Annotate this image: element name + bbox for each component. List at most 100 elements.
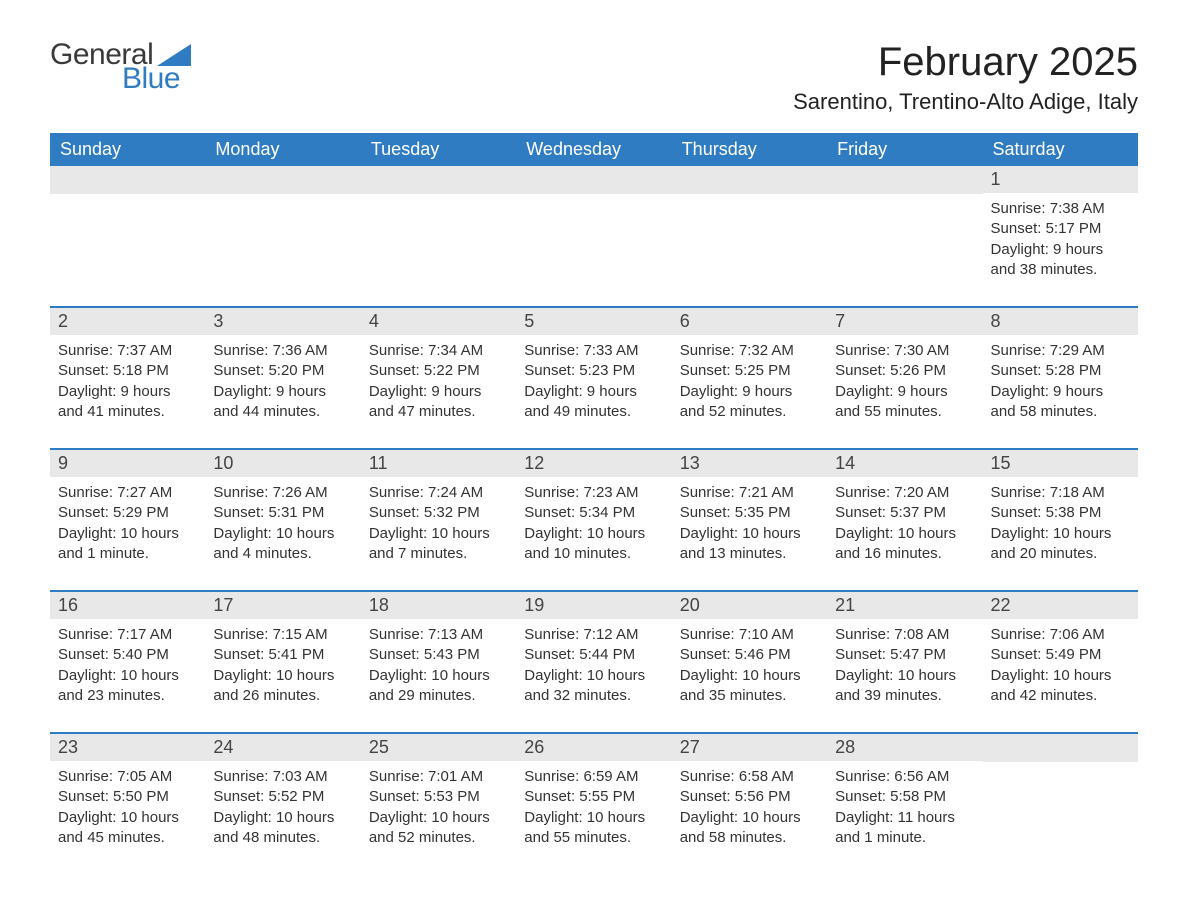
- daylight-text: Daylight: 10 hours and 42 minutes.: [991, 666, 1130, 707]
- day-number-bar: 16: [50, 592, 205, 619]
- day-body: Sunrise: 7:08 AMSunset: 5:47 PMDaylight:…: [827, 619, 982, 712]
- sunset-text: Sunset: 5:41 PM: [213, 645, 352, 665]
- sunrise-text: Sunrise: 7:34 AM: [369, 341, 508, 361]
- day-cell: 10Sunrise: 7:26 AMSunset: 5:31 PMDayligh…: [205, 450, 360, 570]
- sunrise-text: Sunrise: 7:15 AM: [213, 625, 352, 645]
- day-body: Sunrise: 7:34 AMSunset: 5:22 PMDaylight:…: [361, 335, 516, 428]
- day-number-bar: 20: [672, 592, 827, 619]
- day-cell: 18Sunrise: 7:13 AMSunset: 5:43 PMDayligh…: [361, 592, 516, 712]
- day-cell: 23Sunrise: 7:05 AMSunset: 5:50 PMDayligh…: [50, 734, 205, 854]
- page-header: General Blue February 2025 Sarentino, Tr…: [50, 40, 1138, 115]
- sunset-text: Sunset: 5:25 PM: [680, 361, 819, 381]
- daylight-text: Daylight: 10 hours and 16 minutes.: [835, 524, 974, 565]
- day-number: 21: [835, 595, 855, 615]
- sunrise-text: Sunrise: 7:18 AM: [991, 483, 1130, 503]
- day-cell: 12Sunrise: 7:23 AMSunset: 5:34 PMDayligh…: [516, 450, 671, 570]
- sunset-text: Sunset: 5:49 PM: [991, 645, 1130, 665]
- day-cell: 17Sunrise: 7:15 AMSunset: 5:41 PMDayligh…: [205, 592, 360, 712]
- day-cell: [983, 734, 1138, 854]
- day-body: [516, 194, 671, 274]
- day-body: Sunrise: 7:18 AMSunset: 5:38 PMDaylight:…: [983, 477, 1138, 570]
- day-number: 17: [213, 595, 233, 615]
- weekday-header: Thursday: [672, 133, 827, 166]
- sunset-text: Sunset: 5:29 PM: [58, 503, 197, 523]
- day-cell: 1Sunrise: 7:38 AMSunset: 5:17 PMDaylight…: [983, 166, 1138, 286]
- brand-logo: General Blue: [50, 40, 191, 94]
- sunrise-text: Sunrise: 7:12 AM: [524, 625, 663, 645]
- day-number-bar: 17: [205, 592, 360, 619]
- day-number-bar: 23: [50, 734, 205, 761]
- day-body: Sunrise: 7:01 AMSunset: 5:53 PMDaylight:…: [361, 761, 516, 854]
- daylight-text: Daylight: 10 hours and 7 minutes.: [369, 524, 508, 565]
- calendar: SundayMondayTuesdayWednesdayThursdayFrid…: [50, 133, 1138, 854]
- location-subtitle: Sarentino, Trentino-Alto Adige, Italy: [793, 89, 1138, 115]
- daylight-text: Daylight: 10 hours and 45 minutes.: [58, 808, 197, 849]
- day-number-bar: 8: [983, 308, 1138, 335]
- day-cell: 7Sunrise: 7:30 AMSunset: 5:26 PMDaylight…: [827, 308, 982, 428]
- day-cell: 11Sunrise: 7:24 AMSunset: 5:32 PMDayligh…: [361, 450, 516, 570]
- daylight-text: Daylight: 10 hours and 10 minutes.: [524, 524, 663, 565]
- day-cell: [516, 166, 671, 286]
- weekday-header: Tuesday: [361, 133, 516, 166]
- day-number: 20: [680, 595, 700, 615]
- day-number-bar: 9: [50, 450, 205, 477]
- day-body: Sunrise: 7:27 AMSunset: 5:29 PMDaylight:…: [50, 477, 205, 570]
- day-number: 18: [369, 595, 389, 615]
- day-number: 5: [524, 311, 534, 331]
- day-number-bar: 5: [516, 308, 671, 335]
- week-row: 2Sunrise: 7:37 AMSunset: 5:18 PMDaylight…: [50, 306, 1138, 428]
- sunset-text: Sunset: 5:18 PM: [58, 361, 197, 381]
- sunset-text: Sunset: 5:20 PM: [213, 361, 352, 381]
- daylight-text: Daylight: 9 hours and 49 minutes.: [524, 382, 663, 423]
- sunrise-text: Sunrise: 7:20 AM: [835, 483, 974, 503]
- day-number-bar: 18: [361, 592, 516, 619]
- day-number-bar: 14: [827, 450, 982, 477]
- day-cell: [827, 166, 982, 286]
- day-cell: 22Sunrise: 7:06 AMSunset: 5:49 PMDayligh…: [983, 592, 1138, 712]
- daylight-text: Daylight: 9 hours and 41 minutes.: [58, 382, 197, 423]
- daylight-text: Daylight: 9 hours and 52 minutes.: [680, 382, 819, 423]
- day-number: 14: [835, 453, 855, 473]
- day-body: Sunrise: 7:37 AMSunset: 5:18 PMDaylight:…: [50, 335, 205, 428]
- sunset-text: Sunset: 5:44 PM: [524, 645, 663, 665]
- day-number: 13: [680, 453, 700, 473]
- daylight-text: Daylight: 10 hours and 20 minutes.: [991, 524, 1130, 565]
- day-cell: [205, 166, 360, 286]
- sunrise-text: Sunrise: 7:01 AM: [369, 767, 508, 787]
- day-number: 3: [213, 311, 223, 331]
- day-body: Sunrise: 7:26 AMSunset: 5:31 PMDaylight:…: [205, 477, 360, 570]
- daylight-text: Daylight: 10 hours and 1 minute.: [58, 524, 197, 565]
- day-cell: 15 Sunrise: 7:18 AMSunset: 5:38 PMDayligh…: [983, 450, 1138, 570]
- daylight-text: Daylight: 10 hours and 13 minutes.: [680, 524, 819, 565]
- day-number-bar: 7: [827, 308, 982, 335]
- daylight-text: Daylight: 9 hours and 47 minutes.: [369, 382, 508, 423]
- day-body: Sunrise: 7:36 AMSunset: 5:20 PMDaylight:…: [205, 335, 360, 428]
- day-cell: 13Sunrise: 7:21 AMSunset: 5:35 PMDayligh…: [672, 450, 827, 570]
- day-cell: 27Sunrise: 6:58 AMSunset: 5:56 PMDayligh…: [672, 734, 827, 854]
- day-number: 26: [524, 737, 544, 757]
- sunrise-text: Sunrise: 7:30 AM: [835, 341, 974, 361]
- day-number-bar: 26: [516, 734, 671, 761]
- sunrise-text: Sunrise: 7:24 AM: [369, 483, 508, 503]
- month-title: February 2025: [793, 40, 1138, 85]
- day-number: 15: [991, 453, 1011, 473]
- day-cell: 16Sunrise: 7:17 AMSunset: 5:40 PMDayligh…: [50, 592, 205, 712]
- sunrise-text: Sunrise: 7:06 AM: [991, 625, 1130, 645]
- sunrise-text: Sunrise: 6:59 AM: [524, 767, 663, 787]
- sunrise-text: Sunrise: 7:17 AM: [58, 625, 197, 645]
- day-cell: 8Sunrise: 7:29 AMSunset: 5:28 PMDaylight…: [983, 308, 1138, 428]
- sunset-text: Sunset: 5:22 PM: [369, 361, 508, 381]
- weeks-container: 1Sunrise: 7:38 AMSunset: 5:17 PMDaylight…: [50, 166, 1138, 854]
- daylight-text: Daylight: 10 hours and 58 minutes.: [680, 808, 819, 849]
- day-number-bar: [827, 166, 982, 194]
- sunset-text: Sunset: 5:56 PM: [680, 787, 819, 807]
- daylight-text: Daylight: 10 hours and 23 minutes.: [58, 666, 197, 707]
- day-number: 24: [213, 737, 233, 757]
- weekday-header: Friday: [827, 133, 982, 166]
- day-number: 9: [58, 453, 68, 473]
- brand-text-blue: Blue: [122, 64, 191, 94]
- day-number: 1: [991, 169, 1001, 189]
- sunrise-text: Sunrise: 6:58 AM: [680, 767, 819, 787]
- day-body: Sunrise: 7:17 AMSunset: 5:40 PMDaylight:…: [50, 619, 205, 712]
- day-body: Sunrise: 7:03 AMSunset: 5:52 PMDaylight:…: [205, 761, 360, 854]
